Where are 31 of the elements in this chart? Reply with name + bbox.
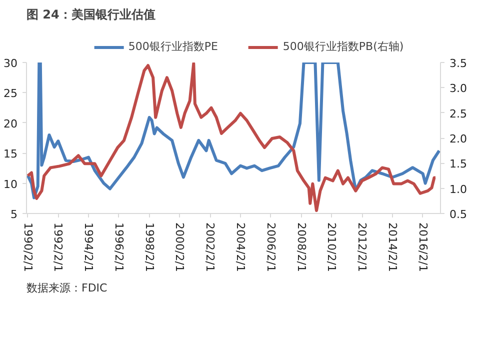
x-tick-label: 2014/2/1	[386, 222, 399, 272]
x-tick-label: 2006/2/1	[264, 222, 278, 272]
x-tick-label: 1996/2/1	[112, 222, 126, 272]
x-tick-label: 2016/2/1	[416, 222, 430, 272]
x-tick-label: 2002/2/1	[204, 222, 217, 272]
y-tick-label: 25	[4, 87, 18, 100]
y2-tick-label: 1.5	[450, 158, 467, 171]
x-tick-label: 2010/2/1	[325, 222, 338, 272]
y-tick-label: 15	[4, 148, 18, 161]
y2-tick-label: 1.0	[450, 182, 467, 196]
x-tick-label: 2012/2/1	[356, 222, 369, 272]
y-tick-label: 20	[4, 117, 18, 130]
x-tick-label: 2004/2/1	[234, 222, 247, 272]
x-tick-label: 2000/2/1	[173, 222, 186, 272]
x-tick-label: 1990/2/1	[21, 222, 34, 272]
y2-tick-label: 3.5	[450, 57, 467, 70]
x-tick-label: 1992/2/1	[52, 222, 65, 272]
y-tick-label: 10	[4, 178, 18, 191]
y2-tick-label: 2.0	[450, 132, 467, 146]
x-tick-label: 1994/2/1	[82, 222, 96, 272]
legend-label: 500银行业指数PE	[128, 39, 218, 54]
y-tick-label: 5	[10, 208, 18, 221]
y-tick-label: 30	[4, 57, 18, 70]
source-note: 数据来源：FDIC	[26, 282, 108, 294]
chart-title: 图 24：美国银行业估值	[26, 8, 156, 22]
y2-tick-label: 0.5	[450, 208, 467, 221]
x-tick-label: 1998/2/1	[142, 222, 156, 272]
legend-label: 500银行业指数PB(右轴)	[282, 39, 404, 54]
y2-tick-label: 3.0	[450, 82, 467, 96]
y2-tick-label: 2.5	[450, 107, 467, 120]
x-tick-label: 2008/2/1	[294, 222, 308, 272]
